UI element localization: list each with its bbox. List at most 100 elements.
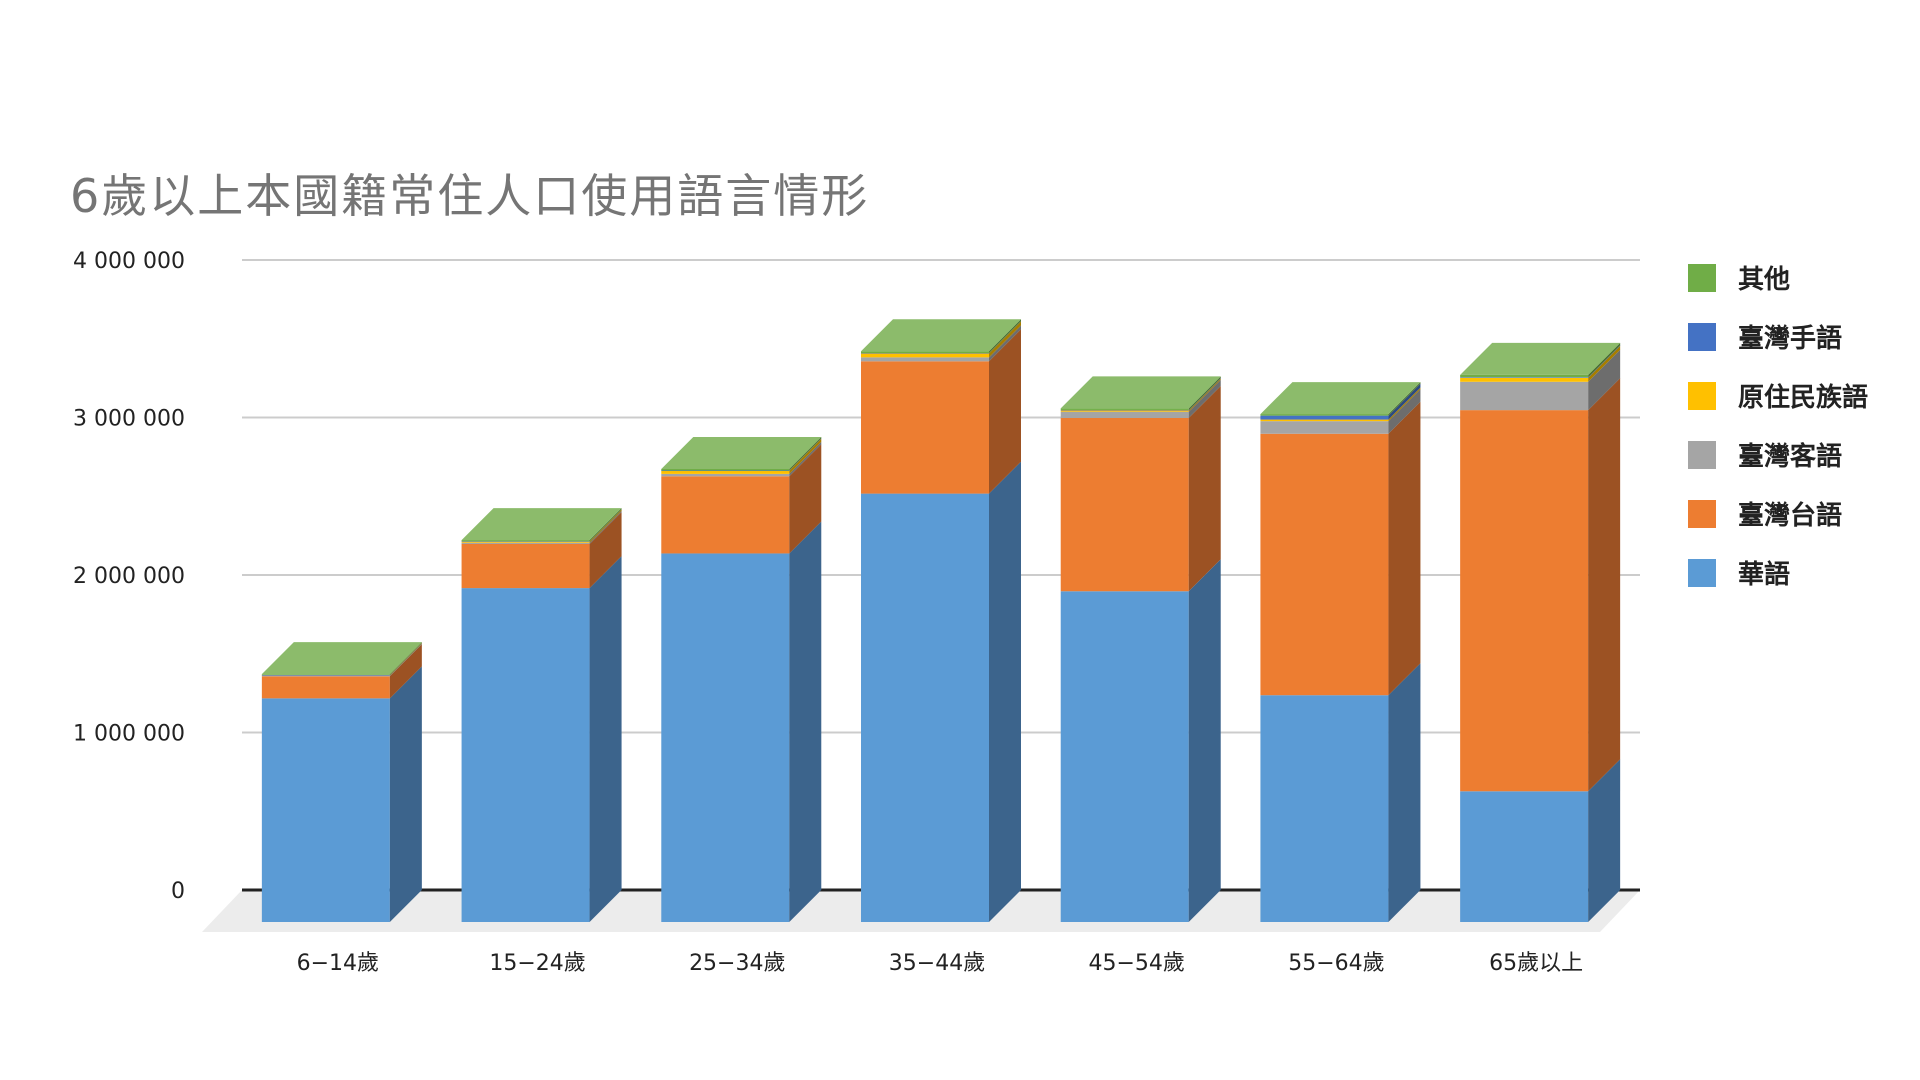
bar-side <box>1188 376 1221 410</box>
bar-segment <box>661 473 790 477</box>
bar-side <box>589 509 622 543</box>
x-tick-label: 15−24歲 <box>489 951 585 976</box>
bar-side <box>789 436 822 471</box>
legend: 其他臺灣手語原住民族語臺灣客語臺灣台語華語 <box>1688 248 1868 602</box>
bar-segment <box>1260 421 1389 434</box>
bar-segment <box>1060 418 1189 592</box>
bar-top <box>1460 342 1621 375</box>
x-tick-label: 65歲以上 <box>1489 951 1583 976</box>
bar-segment <box>661 553 790 922</box>
bar-side <box>389 642 422 676</box>
legend-item: 臺灣手語 <box>1688 307 1868 366</box>
bar-side <box>1188 559 1221 922</box>
bar-segment <box>261 675 390 677</box>
bar-top <box>861 319 1021 352</box>
bar-segment <box>1060 591 1189 922</box>
x-tick-label: 25−34歲 <box>689 951 785 976</box>
bar-side <box>1588 345 1621 378</box>
bar-side <box>1388 389 1421 434</box>
bar-segment <box>1260 695 1389 922</box>
bar-side <box>1588 342 1621 378</box>
bar-side <box>1388 663 1421 922</box>
bar-segment <box>1060 409 1189 411</box>
bar-side <box>1588 345 1621 382</box>
y-tick-label: 4 000 000 <box>73 249 185 274</box>
bar-segment <box>461 542 590 544</box>
bar-segment <box>661 468 790 471</box>
bar-segment <box>1460 377 1589 378</box>
bar-segment <box>1260 415 1389 420</box>
bar-side <box>789 444 822 554</box>
legend-label: 其他 <box>1738 265 1791 295</box>
bar-segment <box>461 540 590 542</box>
bar-segment <box>261 674 390 676</box>
bar-segment <box>661 470 790 472</box>
bar-segment <box>661 470 790 474</box>
legend-item: 華語 <box>1688 543 1868 602</box>
bar-segment <box>1460 381 1589 411</box>
bar-side <box>389 643 422 676</box>
bar-segment <box>461 588 590 922</box>
bar-side <box>589 512 622 589</box>
legend-item: 臺灣客語 <box>1688 425 1868 484</box>
bar-side <box>989 321 1021 358</box>
bar-segment <box>1460 374 1589 378</box>
bar-side <box>1188 386 1221 592</box>
bar-side <box>789 441 822 477</box>
bar-side <box>589 509 622 542</box>
bar-side <box>1188 377 1221 411</box>
y-tick-label: 1 000 000 <box>73 722 185 747</box>
legend-swatch-icon <box>1688 558 1716 587</box>
x-tick-label: 35−44歲 <box>889 951 985 976</box>
bar-side <box>1388 382 1421 416</box>
bar-segment <box>461 541 590 543</box>
legend-item: 臺灣台語 <box>1688 484 1868 543</box>
bar-side <box>589 510 622 544</box>
bar-top <box>261 642 422 675</box>
bar-side <box>1588 349 1621 411</box>
legend-swatch-icon <box>1688 263 1716 292</box>
bar-side <box>989 319 1021 354</box>
legend-label: 臺灣客語 <box>1738 442 1843 472</box>
bar-segment <box>1060 411 1189 418</box>
chart-title: 6歲以上本國籍常住人口使用語言情形 <box>70 169 870 223</box>
bar-segment <box>861 361 989 494</box>
bar-top <box>1260 382 1421 415</box>
bar-side <box>789 521 822 922</box>
bar-side <box>1388 387 1421 422</box>
bar-segment <box>461 541 590 542</box>
bar-side <box>589 508 622 542</box>
bar-side <box>789 438 822 471</box>
bar-side <box>389 642 422 675</box>
legend-label: 華語 <box>1738 560 1791 590</box>
bar-segment <box>1060 408 1189 410</box>
y-tick-label: 2 000 000 <box>73 564 185 589</box>
bar-top <box>1060 376 1221 409</box>
bar-side <box>389 666 422 922</box>
bar-segment <box>861 353 989 354</box>
x-tick-label: 55−64歲 <box>1288 951 1384 976</box>
legend-swatch-icon <box>1688 499 1716 528</box>
legend-swatch-icon <box>1688 381 1716 410</box>
bar-side <box>989 325 1021 362</box>
bar-side <box>1388 383 1421 420</box>
y-tick-label: 3 000 000 <box>73 407 185 432</box>
x-tick-label: 45−54歲 <box>1088 951 1184 976</box>
bar-segment <box>861 357 989 362</box>
bar-side <box>389 643 422 677</box>
legend-item: 原住民族語 <box>1688 366 1868 425</box>
bar-segment <box>1260 419 1389 422</box>
bar-segment <box>1260 414 1389 416</box>
bar-segment <box>261 698 390 922</box>
legend-swatch-icon <box>1688 440 1716 469</box>
bar-side <box>1388 401 1421 696</box>
bar-segment <box>1460 410 1589 792</box>
legend-label: 臺灣手語 <box>1738 324 1843 354</box>
bar-segment <box>1060 410 1189 412</box>
legend-label: 臺灣台語 <box>1738 501 1843 531</box>
bar-segment <box>1460 377 1589 382</box>
bar-segment <box>861 493 989 922</box>
bar-segment <box>261 674 390 675</box>
bar-top <box>661 436 822 469</box>
